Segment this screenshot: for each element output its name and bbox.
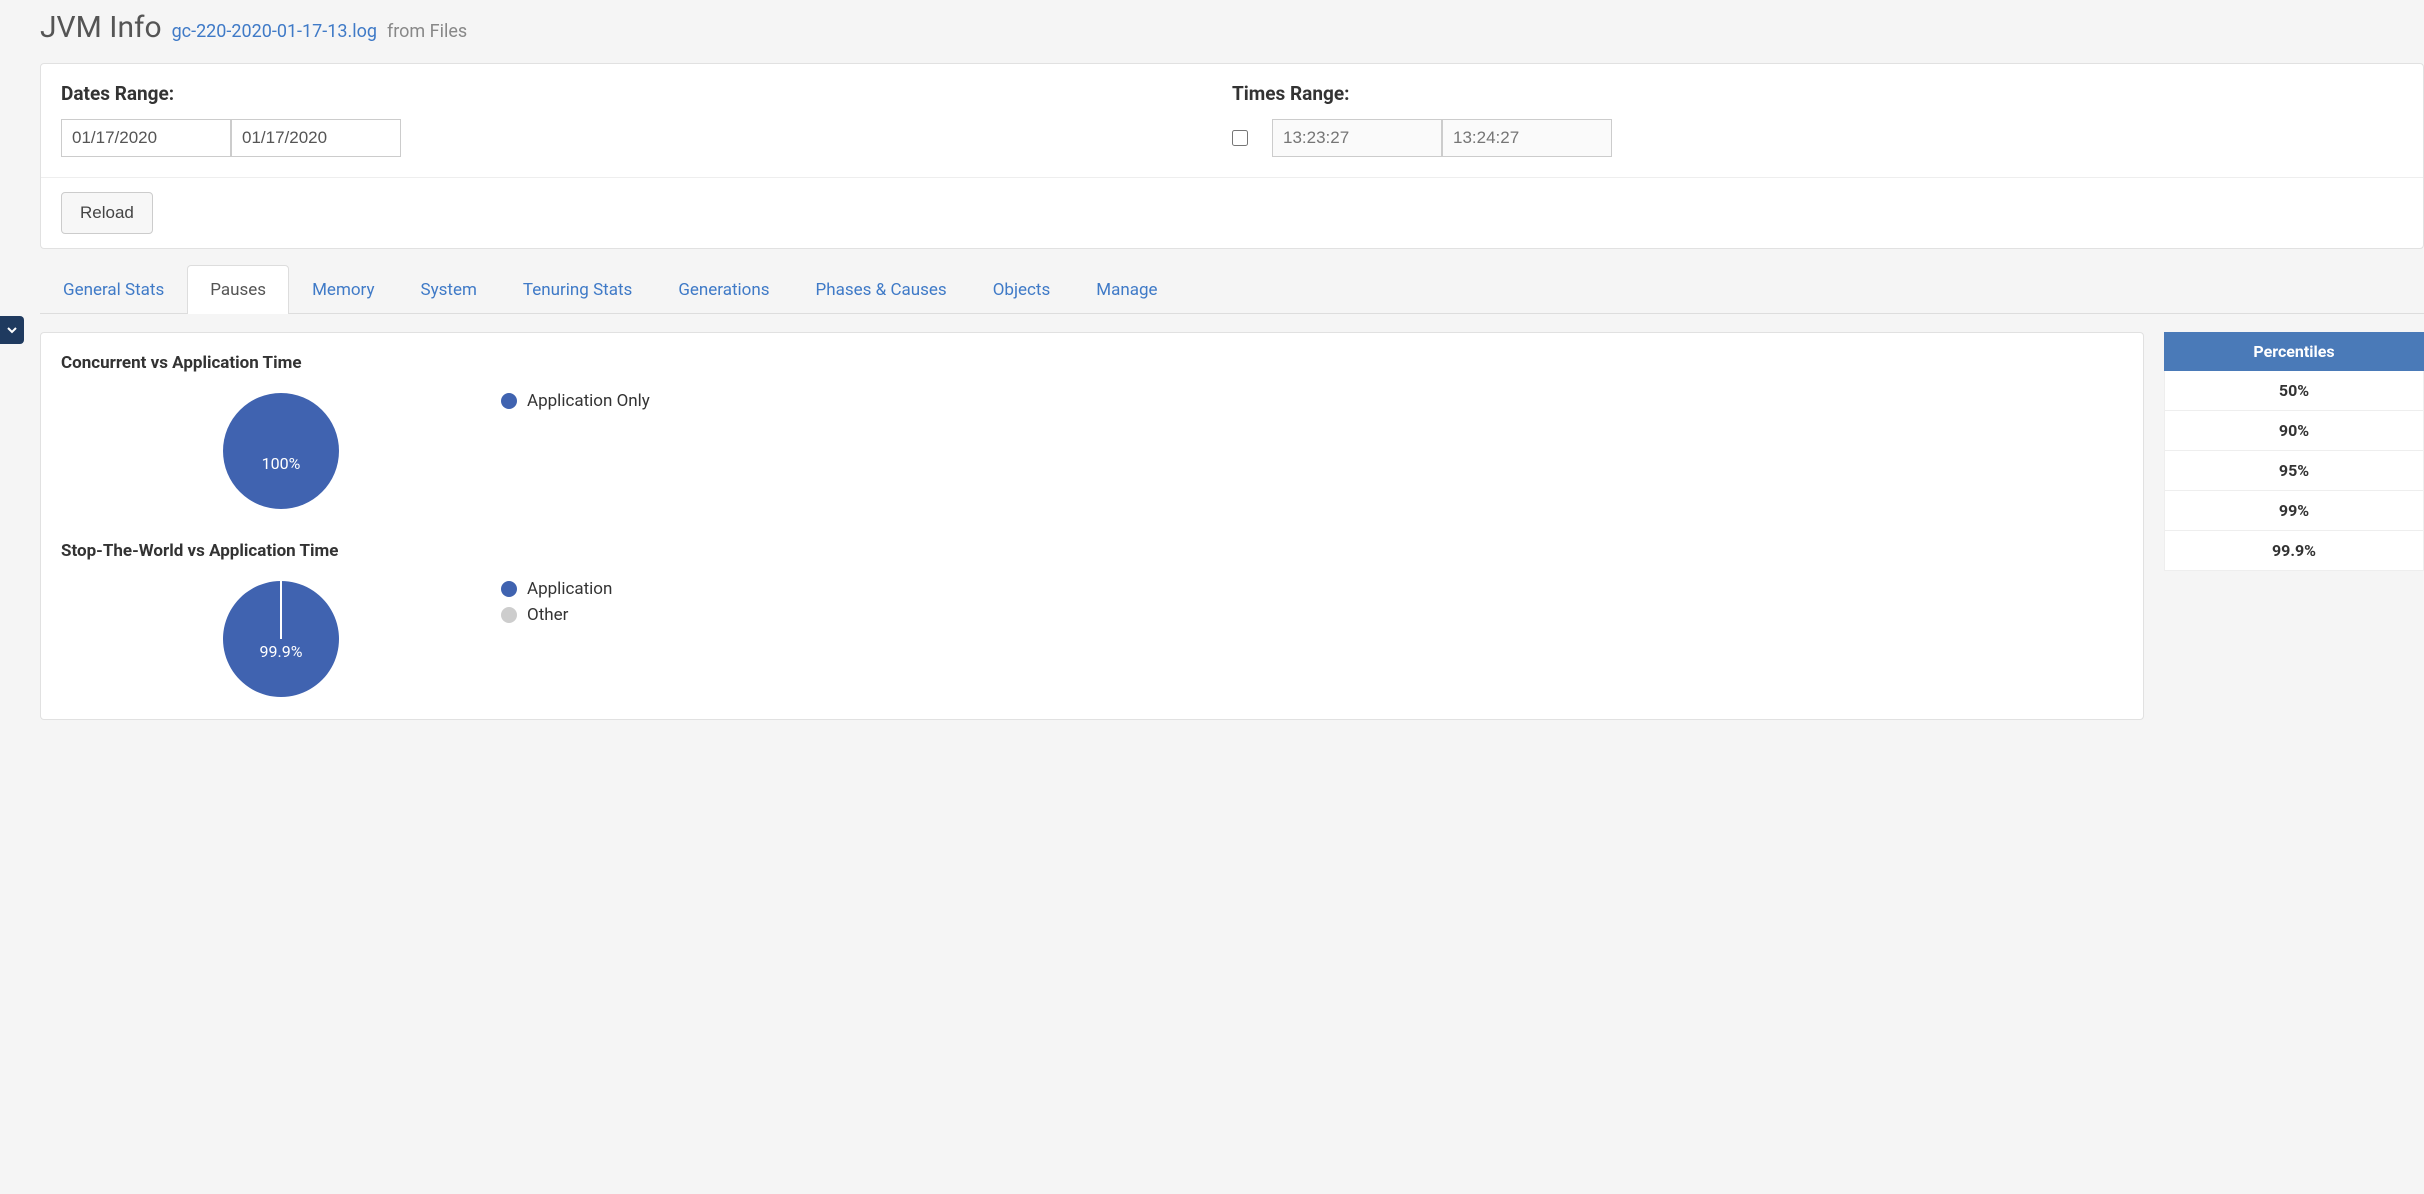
svg-text:99.9%: 99.9% [260,642,303,661]
chart2-legend: Application Other [501,571,612,631]
chart1-title: Concurrent vs Application Time [61,353,2123,373]
filter-panel: Dates Range: Times Range: Reload [40,63,2424,249]
legend-dot [501,581,517,597]
file-link[interactable]: gc-220-2020-01-17-13.log [172,21,377,42]
percentiles-header: Percentiles [2164,332,2424,371]
file-source-label: from Files [387,21,467,42]
legend-dot [501,607,517,623]
page-header: JVM Info gc-220-2020-01-17-13.log from F… [40,10,2424,45]
legend-item[interactable]: Application [501,579,612,599]
chart2-title: Stop-The-World vs Application Time [61,541,2123,561]
legend-label: Application [527,579,612,599]
legend-dot [501,393,517,409]
tab-memory[interactable]: Memory [289,265,397,314]
chart1-legend: Application Only [501,383,650,417]
reload-button[interactable]: Reload [61,192,153,234]
tab-general-stats[interactable]: General Stats [40,265,187,314]
percentiles-table: Percentiles 50%90%95%99%99.9% [2164,332,2424,571]
legend-item[interactable]: Other [501,605,612,625]
tab-objects[interactable]: Objects [970,265,1074,314]
time-to-input[interactable] [1442,119,1612,157]
tab-phases-causes[interactable]: Phases & Causes [793,265,970,314]
percentile-row: 99.9% [2164,531,2424,571]
tab-manage[interactable]: Manage [1073,265,1180,314]
date-from-input[interactable] [61,119,231,157]
percentile-row: 50% [2164,371,2424,411]
chart-stw-vs-app: Stop-The-World vs Application Time 99.9%… [61,541,2123,699]
chart2-pie: 99.9% [221,579,341,699]
sidebar-toggle[interactable] [0,316,24,344]
charts-panel: Concurrent vs Application Time 100% Appl… [40,332,2144,720]
percentile-row: 99% [2164,491,2424,531]
chart1-pie: 100% [221,391,341,511]
dates-range-label: Dates Range: [61,82,1232,105]
page-title: JVM Info [40,10,162,45]
chevron-down-icon [6,324,18,336]
legend-label: Other [527,605,568,625]
tab-pauses[interactable]: Pauses [187,265,289,314]
tab-tenuring-stats[interactable]: Tenuring Stats [500,265,655,314]
tabs-nav: General StatsPausesMemorySystemTenuring … [40,265,2424,314]
times-enable-checkbox[interactable] [1232,130,1248,146]
date-to-input[interactable] [231,119,401,157]
tab-generations[interactable]: Generations [655,265,792,314]
times-range-label: Times Range: [1232,82,2403,105]
svg-text:100%: 100% [262,454,301,473]
legend-label: Application Only [527,391,650,411]
chart-concurrent-vs-app: Concurrent vs Application Time 100% Appl… [61,353,2123,511]
time-from-input[interactable] [1272,119,1442,157]
legend-item[interactable]: Application Only [501,391,650,411]
tab-system[interactable]: System [398,265,500,314]
percentile-row: 90% [2164,411,2424,451]
percentile-row: 95% [2164,451,2424,491]
